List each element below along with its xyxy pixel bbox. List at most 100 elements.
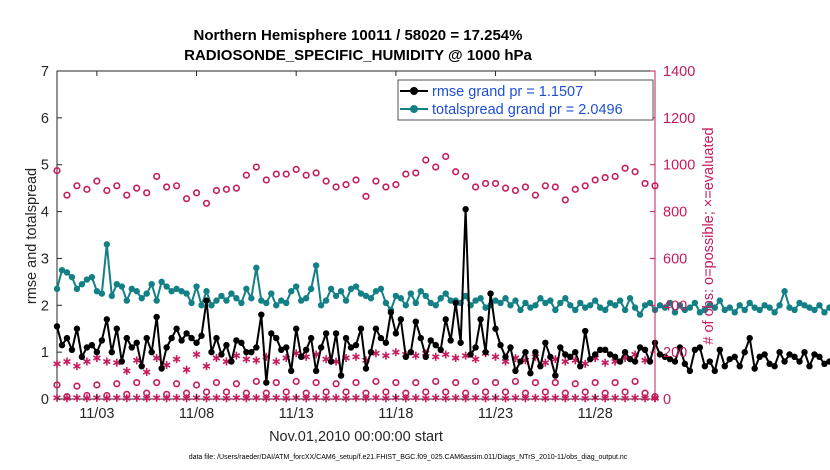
totalspread-point — [502, 295, 509, 302]
rmse-point — [467, 351, 474, 358]
evaluated-high-point — [172, 355, 181, 364]
totalspread-point — [447, 297, 454, 304]
possible-high-point — [202, 199, 211, 207]
x-tick-label: 11/23 — [478, 406, 513, 422]
rmse-point — [801, 348, 808, 356]
rmse-point — [666, 355, 674, 363]
rmse-point — [288, 367, 295, 375]
totalspread-point — [337, 288, 345, 295]
legend-spread-label: totalspread grand pr = 2.0496 — [432, 102, 623, 118]
evaluated-low-point — [631, 393, 639, 402]
rmse-point — [596, 346, 604, 353]
totalspread-point — [278, 297, 285, 304]
totalspread-point — [293, 283, 300, 290]
totalspread-point — [352, 283, 360, 290]
totalspread-point — [492, 297, 499, 304]
totalspread-point — [522, 299, 529, 307]
rmse-point — [726, 355, 733, 363]
totalspread-point — [188, 299, 195, 307]
possible-high-point — [402, 170, 410, 178]
evaluated-high-point — [202, 362, 211, 371]
evaluated-low-point — [332, 393, 340, 402]
totalspread-point — [347, 285, 355, 293]
rmse-point — [626, 355, 634, 363]
rmse-point — [188, 334, 195, 342]
evaluated-low-point — [521, 394, 530, 403]
totalspread-point — [108, 292, 116, 300]
totalspread-point — [746, 299, 753, 307]
evaluated-high-point — [192, 350, 201, 359]
totalspread-point — [78, 281, 86, 288]
evaluated-low-point — [322, 394, 330, 403]
evaluated-high-point — [83, 357, 91, 366]
rmse-point — [766, 360, 773, 368]
totalspread-point — [113, 281, 121, 288]
possible-low-point — [372, 377, 380, 386]
totalspread-point — [263, 299, 270, 307]
possible-low-point — [412, 379, 420, 387]
evaluated-low-point — [451, 393, 460, 402]
rmse-point — [661, 353, 669, 361]
y2-tick-label: 0 — [663, 392, 671, 408]
totalspread-point — [691, 299, 699, 307]
totalspread-point — [53, 285, 61, 293]
rmse-point — [173, 325, 180, 332]
possible-low-point — [531, 379, 540, 387]
evaluated-low-point — [102, 394, 111, 403]
possible-high-point — [73, 182, 81, 190]
possible-high-point — [491, 179, 500, 188]
rmse-point — [482, 348, 489, 356]
totalspread-point — [183, 290, 190, 297]
possible-high-point — [541, 182, 549, 190]
chart-title: Northern Hemisphere 10011 / 58020 = 17.2… — [194, 27, 523, 44]
possible-low-point — [432, 377, 440, 386]
rmse-point — [158, 365, 165, 372]
totalspread-point — [592, 297, 599, 304]
rmse-point — [73, 325, 81, 332]
legend: rmse grand pr = 1.1507 totalspread grand… — [397, 79, 654, 121]
evaluated-high-point — [132, 356, 141, 365]
rmse-point — [382, 339, 390, 346]
totalspread-point — [248, 295, 255, 302]
possible-high-point — [551, 183, 559, 191]
possible-high-point — [591, 176, 599, 184]
rmse-point — [243, 348, 250, 356]
totalspread-point — [357, 290, 365, 297]
rmse-point — [93, 348, 101, 356]
possible-high-point — [422, 156, 430, 164]
possible-high-point — [282, 170, 290, 178]
possible-high-point — [641, 179, 649, 188]
evaluated-low-point — [611, 393, 619, 402]
totalspread-point — [786, 304, 793, 311]
possible-low-point — [511, 377, 520, 386]
evaluated-low-point — [232, 393, 241, 402]
rmse-point — [776, 348, 783, 356]
totalspread-point — [587, 302, 594, 309]
rmse-point — [527, 370, 534, 377]
evaluated-low-point — [401, 394, 410, 403]
evaluated-low-point — [501, 394, 510, 403]
rmse-point — [248, 348, 255, 356]
evaluated-high-point — [142, 368, 151, 377]
totalspread-point — [208, 302, 215, 309]
evaluated-low-point — [571, 393, 580, 402]
evaluated-high-point — [352, 352, 360, 361]
rmse-point — [407, 348, 415, 356]
totalspread-point — [507, 302, 514, 309]
totalspread-point — [223, 297, 230, 304]
totalspread-point — [432, 302, 439, 309]
rmse-point — [397, 316, 405, 323]
totalspread-point — [596, 304, 604, 311]
totalspread-point — [756, 306, 763, 314]
rmse-point — [138, 363, 145, 370]
evaluated-high-point — [242, 355, 251, 364]
possible-high-point — [222, 185, 231, 193]
rmse-point — [616, 358, 624, 365]
evaluated-low-point — [83, 394, 91, 403]
totalspread-point — [268, 290, 275, 297]
rmse-point — [123, 334, 130, 342]
y-tick-label: 5 — [41, 158, 49, 174]
rmse-point — [297, 353, 305, 361]
totalspread-point — [482, 304, 489, 311]
totalspread-point — [377, 285, 385, 293]
